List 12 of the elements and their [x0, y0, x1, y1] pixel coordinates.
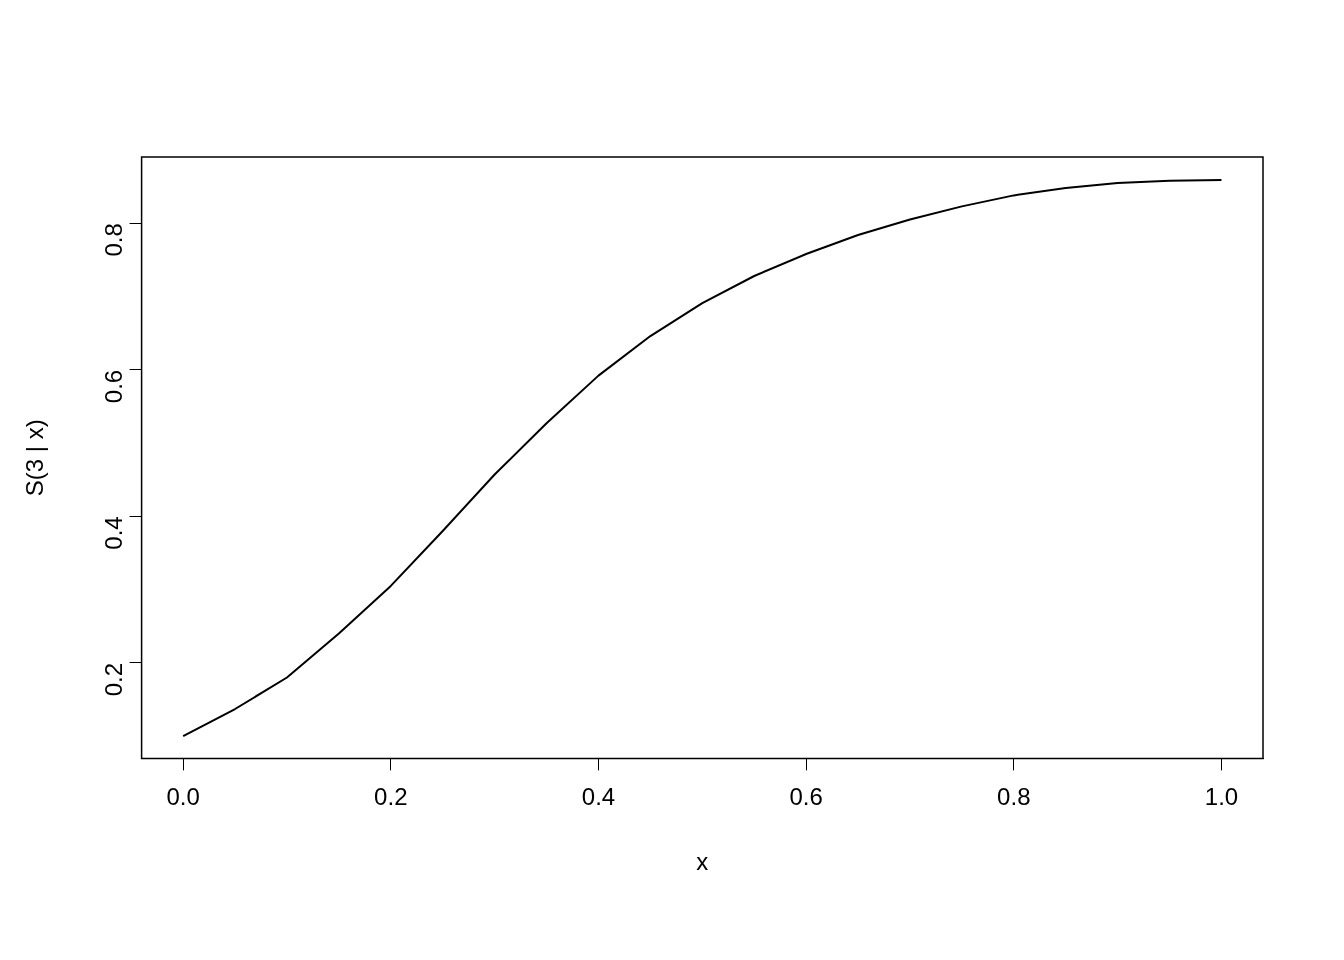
y-tick-label: 0.2 — [100, 662, 128, 697]
y-axis-title: S(3 | x) — [21, 419, 49, 497]
x-tick-label: 0.0 — [166, 783, 200, 811]
y-tick-label: 0.4 — [100, 516, 128, 550]
x-tick-label: 0.2 — [374, 783, 408, 811]
x-axis-title: x — [696, 848, 709, 876]
x-tick-label: 0.4 — [581, 783, 616, 811]
x-tick-label: 0.6 — [789, 783, 823, 811]
x-tick-label: 0.8 — [997, 783, 1031, 811]
x-tick-label: 1.0 — [1204, 783, 1239, 811]
y-tick-label: 0.6 — [100, 369, 128, 404]
y-tick-label: 0.8 — [100, 223, 128, 257]
